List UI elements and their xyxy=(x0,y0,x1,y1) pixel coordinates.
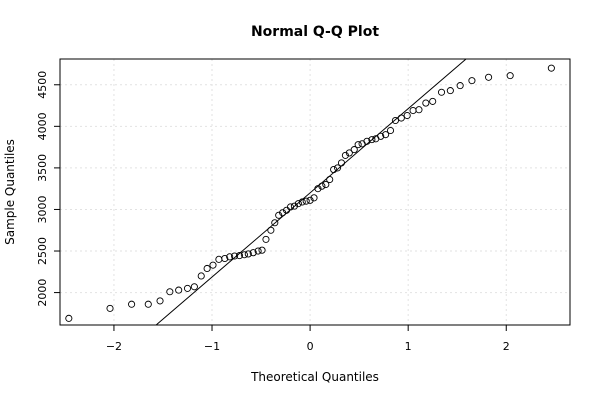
data-point xyxy=(290,202,298,210)
data-point xyxy=(330,166,338,174)
data-point xyxy=(326,175,334,184)
data-point xyxy=(354,141,362,149)
data-point xyxy=(547,64,555,72)
data-point xyxy=(437,88,446,96)
data-point xyxy=(485,73,493,81)
data-point xyxy=(397,114,405,122)
data-point xyxy=(144,300,152,308)
y-tick-label: 4500 xyxy=(36,71,49,99)
data-point xyxy=(377,132,385,140)
data-point xyxy=(275,211,283,219)
data-point xyxy=(244,250,252,258)
data-point xyxy=(209,261,217,269)
data-point xyxy=(368,136,376,144)
y-tick-label: 3500 xyxy=(36,154,49,182)
data-point xyxy=(456,82,464,90)
data-point xyxy=(166,288,174,296)
points-layer xyxy=(65,64,555,322)
x-axis-label: Theoretical Quantiles xyxy=(250,370,379,384)
reference-line-layer xyxy=(155,58,467,326)
grid-layer xyxy=(60,59,570,325)
data-point xyxy=(262,235,270,243)
data-point xyxy=(279,209,287,217)
data-point xyxy=(215,255,223,263)
data-point xyxy=(506,72,514,80)
data-point xyxy=(240,251,248,259)
data-point xyxy=(203,264,211,273)
data-point xyxy=(345,149,353,157)
data-point xyxy=(235,252,244,260)
data-point xyxy=(422,99,430,107)
data-point xyxy=(341,151,349,159)
y-tick-label: 2500 xyxy=(36,237,49,265)
data-point xyxy=(267,226,275,234)
x-tick-label: −2 xyxy=(106,340,122,353)
data-point xyxy=(318,182,326,190)
data-point xyxy=(310,194,318,202)
y-tick-label: 3000 xyxy=(36,195,49,223)
qq-reference-line xyxy=(155,58,467,326)
data-point xyxy=(468,77,476,85)
data-point xyxy=(254,247,262,255)
data-point xyxy=(322,180,330,189)
data-point xyxy=(302,197,310,205)
data-point xyxy=(306,196,314,204)
data-point xyxy=(65,314,73,322)
data-point xyxy=(350,146,358,154)
data-point xyxy=(286,203,295,211)
data-point xyxy=(175,286,183,294)
data-point xyxy=(314,185,322,193)
x-tick-label: 1 xyxy=(405,340,412,353)
data-point xyxy=(231,252,239,260)
data-point xyxy=(106,304,114,312)
data-point xyxy=(382,131,390,139)
data-point xyxy=(386,126,395,135)
data-point xyxy=(271,219,279,227)
data-point xyxy=(128,300,136,308)
data-point xyxy=(429,97,437,105)
data-point xyxy=(197,272,205,280)
y-axis: 2000 2500 3000 3500 4000 4500 xyxy=(36,71,60,307)
y-axis-label: Sample Quantiles xyxy=(3,139,17,245)
data-point xyxy=(415,106,423,114)
x-tick-label: −1 xyxy=(204,340,220,353)
chart-title: Normal Q-Q Plot xyxy=(251,24,379,40)
data-point xyxy=(334,164,342,172)
plot-frame xyxy=(59,58,571,326)
data-point xyxy=(409,106,417,115)
x-tick-label: 0 xyxy=(307,340,314,353)
data-point xyxy=(258,246,266,254)
data-point xyxy=(391,116,399,125)
data-point xyxy=(221,254,229,263)
data-point xyxy=(249,249,257,257)
data-point xyxy=(226,253,234,261)
data-point xyxy=(298,198,306,206)
data-point xyxy=(446,87,454,95)
data-point xyxy=(183,284,192,292)
data-point xyxy=(190,283,198,291)
data-point xyxy=(156,297,164,305)
x-axis: −2 −1 0 1 2 xyxy=(106,325,510,353)
x-tick-label: 2 xyxy=(503,340,510,353)
data-point xyxy=(363,137,371,145)
data-point xyxy=(337,159,346,167)
data-point xyxy=(294,200,302,208)
y-tick-label: 2000 xyxy=(36,279,49,307)
y-tick-label: 4000 xyxy=(36,112,49,140)
data-point xyxy=(403,111,411,120)
